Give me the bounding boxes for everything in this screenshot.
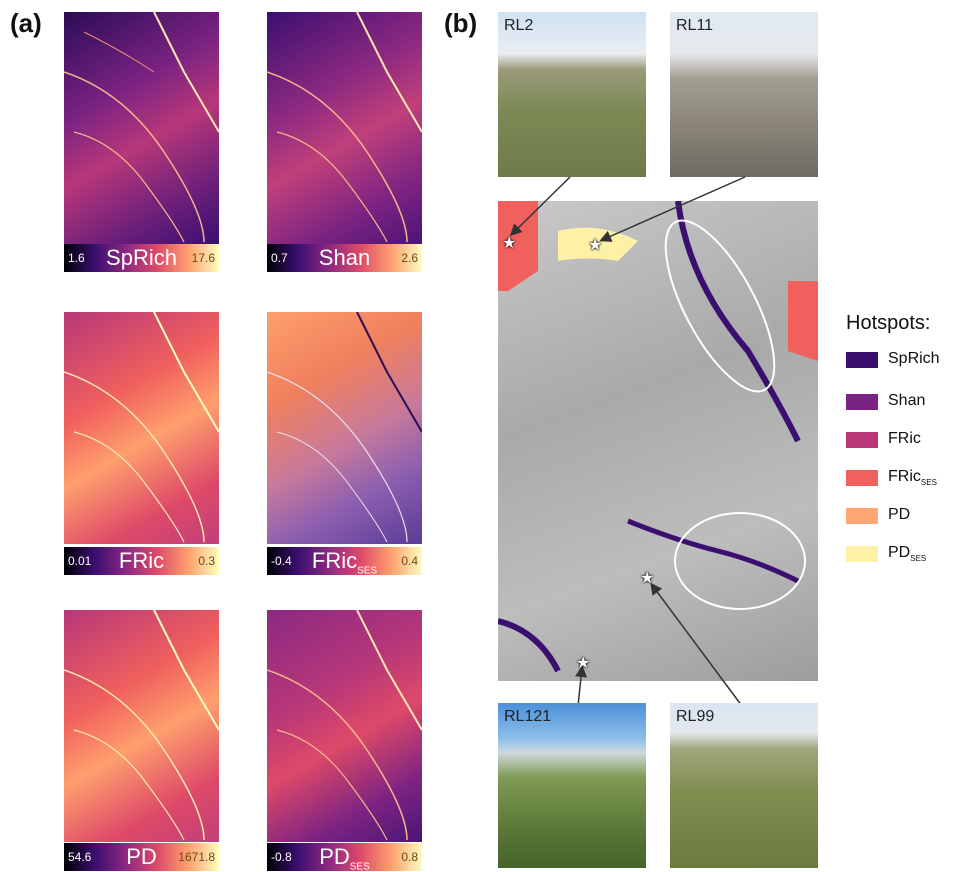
site-star-icon: ★ <box>588 237 603 254</box>
photo-label: RL2 <box>504 17 534 34</box>
colorbar-sprich: 1.6 SpRich 17.6 <box>64 244 219 272</box>
colorbar-max: 2.6 <box>401 251 418 265</box>
colorbar-max: 0.8 <box>401 850 418 864</box>
map-fric-ses-streams <box>267 312 422 543</box>
hotspot-map-overlay <box>498 201 818 673</box>
legend-label: PD <box>888 506 911 523</box>
legend-swatch <box>846 546 878 562</box>
legend-label: FRicSES <box>888 468 937 488</box>
colorbar-min: 1.6 <box>68 251 85 265</box>
hotspot-fric-ses-area <box>498 201 538 291</box>
panel-a-label: (a) <box>10 8 42 38</box>
colorbar-min: 54.6 <box>68 850 92 864</box>
legend-label: PDSES <box>888 544 927 564</box>
site-star-icon: ★ <box>502 235 517 252</box>
hotspot-fric-ses-area <box>788 281 818 361</box>
photo-label: RL99 <box>676 708 715 725</box>
colorbar-min: 0.7 <box>271 251 288 265</box>
hotspot-sprich-stream <box>498 618 561 673</box>
colorbar-shan: 0.7 Shan 2.6 <box>267 244 422 272</box>
hotspot-sprich-river <box>675 201 801 443</box>
colorbar-max: 1671.8 <box>178 850 215 864</box>
colorbar-title: PDSES <box>319 844 370 872</box>
legend-swatch <box>846 394 878 410</box>
colorbar-min: 0.01 <box>68 554 92 568</box>
colorbar-title: Shan <box>318 245 371 270</box>
map-shan-streams <box>267 12 422 243</box>
map-pd-ses-streams <box>267 610 422 841</box>
colorbar-title: PD <box>126 844 157 869</box>
colorbar-min: -0.4 <box>271 554 292 568</box>
colorbar-title: FRic <box>118 548 165 573</box>
map-fric-streams <box>64 312 219 543</box>
legend-label: Shan <box>888 392 926 409</box>
photo-rl11: RL11 <box>670 12 818 177</box>
colorbar-pd: 54.6 PD 1671.8 <box>64 843 219 871</box>
hotspot-sprich-stream <box>627 518 800 584</box>
colorbar-max: 0.3 <box>198 554 215 568</box>
colorbar-max: 17.6 <box>191 251 215 265</box>
map-shan <box>267 12 422 244</box>
map-sprich-streams <box>64 12 219 243</box>
map-pd-ses <box>267 610 422 842</box>
photo-rl2: RL2 <box>498 12 646 177</box>
colorbar-max: 0.4 <box>401 554 418 568</box>
legend-swatch <box>846 470 878 486</box>
photo-rl121: RL121 <box>498 703 646 868</box>
colorbar-fric-ses: -0.4 FRicSES 0.4 <box>267 547 422 577</box>
hotspot-pd-ses-area <box>558 227 638 261</box>
map-pd <box>64 610 219 842</box>
colorbar-title: SpRich <box>106 245 177 270</box>
colorbar-pd-ses: -0.8 PDSES 0.8 <box>267 843 422 872</box>
colorbar-fric: 0.01 FRic 0.3 <box>64 547 219 575</box>
legend-swatch <box>846 352 878 368</box>
highlight-ellipse <box>664 219 776 393</box>
colorbar-title: FRicSES <box>311 548 378 577</box>
map-sprich <box>64 12 219 244</box>
legend-label: FRic <box>888 430 921 447</box>
hotspot-map: ★ ★ ★ ★ <box>498 201 818 681</box>
legend-swatch <box>846 508 878 524</box>
photo-label: RL121 <box>504 708 552 725</box>
photo-rl99: RL99 <box>670 703 818 868</box>
colorbar-min: -0.8 <box>271 850 292 864</box>
legend-title: Hotspots: <box>846 312 931 334</box>
photo-label: RL11 <box>676 17 714 34</box>
legend-label: SpRich <box>888 350 940 367</box>
panel-b-label: (b) <box>444 8 478 38</box>
highlight-ellipse <box>674 512 806 610</box>
map-fric-ses <box>267 312 422 544</box>
legend-swatch <box>846 432 878 448</box>
map-fric <box>64 312 219 544</box>
map-pd-streams <box>64 610 219 841</box>
